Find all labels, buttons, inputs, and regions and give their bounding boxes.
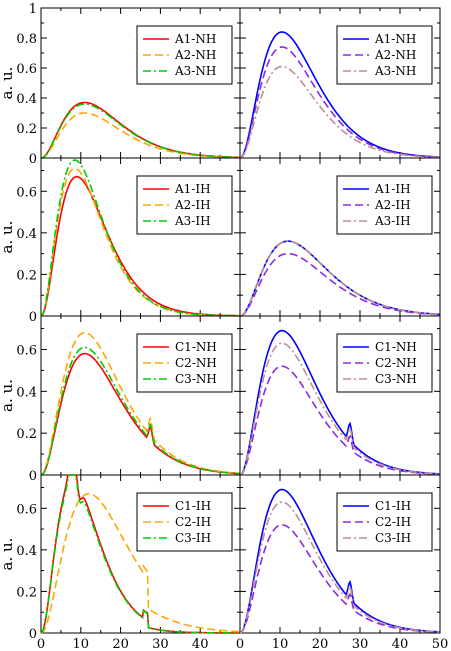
y-tick-label: 0.4 bbox=[16, 385, 37, 400]
series-line-C3-NH bbox=[239, 342, 441, 476]
series-line-A3-IH bbox=[239, 240, 441, 317]
y-tick-label: 0 bbox=[29, 627, 37, 642]
y-tick-label: 0.2 bbox=[16, 122, 37, 137]
y-tick-label: 1 bbox=[29, 2, 37, 17]
legend-box bbox=[136, 175, 233, 235]
legend-label: C1-NH bbox=[375, 340, 417, 354]
series-line-C3-IH bbox=[40, 474, 240, 634]
series-line-A1-NH bbox=[40, 101, 241, 159]
series-line-A3-IH bbox=[40, 159, 240, 317]
legend-box bbox=[336, 492, 433, 552]
legend-label: A3-IH bbox=[374, 214, 411, 228]
legend-label: A2-NH bbox=[174, 48, 216, 62]
x-tick-label: 30 bbox=[152, 637, 169, 651]
legend-label: C2-NH bbox=[175, 356, 217, 370]
legend-label: A2-NH bbox=[374, 48, 416, 62]
legend-label: A2-IH bbox=[374, 198, 411, 212]
y-tick-label: 0.4 bbox=[16, 544, 37, 559]
legend-label: A2-IH bbox=[174, 198, 211, 212]
y-axis-title: a. u. bbox=[0, 538, 16, 571]
legend-label: C1-IH bbox=[375, 499, 411, 513]
legend-label: A1-NH bbox=[174, 32, 216, 46]
x-tick-label: 20 bbox=[312, 637, 329, 651]
y-tick-label: 0.4 bbox=[16, 92, 37, 107]
legend-box bbox=[136, 333, 233, 393]
series-line-A3-NH bbox=[239, 65, 441, 159]
series-line-A1-IH bbox=[239, 240, 441, 317]
series-line-A1-IH bbox=[40, 175, 240, 317]
series-line-A3-NH bbox=[40, 103, 240, 159]
legend-label: C1-NH bbox=[175, 340, 217, 354]
y-tick-label: 0.6 bbox=[16, 62, 37, 77]
legend-label: A1-IH bbox=[374, 182, 411, 196]
legend-box bbox=[136, 492, 233, 552]
legend-label: A3-NH bbox=[374, 64, 416, 78]
y-tick-label: 0 bbox=[29, 152, 37, 167]
x-tick-label: 40 bbox=[392, 637, 409, 651]
series-line-C2-IH bbox=[40, 492, 240, 634]
series-line-C3-IH bbox=[239, 501, 441, 634]
y-tick-label: 0.8 bbox=[16, 32, 37, 47]
x-tick-label: 50 bbox=[432, 637, 449, 651]
panel-A-IH-right: A1-IH A2-IH A3-IH bbox=[239, 157, 441, 317]
legend-label: C2-IH bbox=[375, 515, 411, 529]
legend-box bbox=[336, 175, 433, 235]
panel-C-NH-left: 0 0.2 0.4 0.6 a. u. C1-NH C2-NH C3-NH bbox=[0, 315, 241, 484]
legend-label: C3-NH bbox=[175, 372, 217, 386]
x-tick-label: 30 bbox=[352, 637, 369, 651]
y-tick-label: 0 bbox=[29, 469, 37, 484]
x-tick-label: 0 bbox=[236, 637, 244, 651]
x-tick-label: 10 bbox=[73, 637, 90, 651]
series-line-A2-IH bbox=[239, 252, 440, 317]
y-tick-label: 0.4 bbox=[16, 227, 37, 242]
series-line-C3-NH bbox=[40, 346, 240, 476]
legend-label: A3-NH bbox=[174, 64, 216, 78]
legend-label: C3-NH bbox=[375, 372, 417, 386]
panel-A-NH-right: A1-NH A2-NH A3-NH bbox=[239, 7, 441, 159]
y-tick-label: 0.6 bbox=[16, 502, 37, 517]
y-tick-label: 0.2 bbox=[16, 585, 37, 600]
series-line-C1-NH bbox=[239, 329, 441, 476]
legend-box bbox=[136, 25, 233, 85]
legend-label: A1-NH bbox=[374, 32, 416, 46]
legend-label: C3-IH bbox=[375, 531, 411, 545]
y-axis-title: a. u. bbox=[0, 67, 16, 100]
x-tick-label: 40 bbox=[192, 637, 209, 651]
panel-A-NH-left: 0 0.2 0.4 0.6 0.8 1 a. u. A1-NH A2-NH A3-NH bbox=[0, 2, 241, 167]
y-tick-label: 0.6 bbox=[16, 343, 37, 358]
legend-label: A1-IH bbox=[174, 182, 211, 196]
y-axis-title: a. u. bbox=[0, 379, 16, 412]
x-tick-label: 20 bbox=[112, 637, 129, 651]
y-axis-title: a. u. bbox=[0, 221, 16, 254]
legend-box bbox=[336, 333, 433, 393]
legend-box bbox=[336, 25, 433, 85]
y-tick-label: 0.2 bbox=[16, 427, 37, 442]
legend-label: C2-IH bbox=[175, 515, 211, 529]
y-tick-label: 0.6 bbox=[16, 185, 37, 200]
legend-label: A3-IH bbox=[174, 214, 211, 228]
series-line-A2-NH bbox=[40, 112, 240, 159]
series-line-C2-NH bbox=[239, 365, 440, 476]
x-tick-label: 10 bbox=[272, 637, 289, 651]
panel-A-IH-left: 0 0.2 0.4 0.6 a. u. A1-IH A2-IH A3-IH bbox=[0, 157, 241, 325]
x-tick-label: 0 bbox=[37, 637, 45, 651]
legend-label: C3-IH bbox=[175, 531, 211, 545]
y-tick-label: 0 bbox=[29, 310, 37, 325]
legend-label: C1-IH bbox=[175, 499, 211, 513]
y-tick-label: 0.2 bbox=[16, 268, 37, 283]
panel-C-NH-right: C1-NH C2-NH C3-NH bbox=[239, 315, 441, 476]
legend-label: C2-NH bbox=[375, 356, 417, 370]
